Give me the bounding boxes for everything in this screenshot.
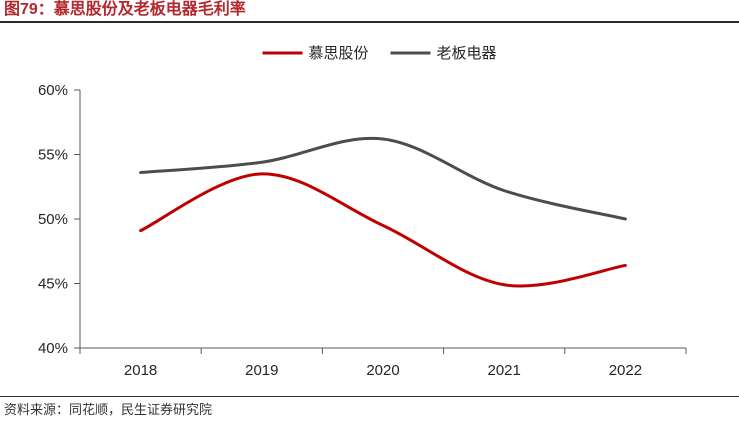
x-tick-label: 2019 — [245, 362, 278, 379]
chart-series — [139, 136, 627, 288]
series-line-0 — [139, 172, 627, 288]
figure-title: 图79：慕思股份及老板电器毛利率 — [4, 1, 246, 18]
chart-axes: 40% 45% 50% 55% 60% 2018 2019 2020 2021 2022 — [38, 82, 687, 379]
x-tick-label: 2020 — [366, 362, 399, 379]
y-tick-label: 50% — [38, 211, 68, 228]
y-tick-label: 55% — [38, 147, 68, 164]
y-tick-label: 40% — [38, 340, 68, 357]
x-tick-label: 2022 — [609, 362, 642, 379]
y-tick-label: 45% — [38, 276, 68, 293]
chart-legend: 慕思股份 老板电器 — [262, 44, 497, 62]
legend-label: 老板电器 — [437, 44, 497, 62]
line-chart: 慕思股份 老板电器 40% 45% 50% 55% 60% 2018 2019 2020 2021… — [38, 44, 687, 379]
series-line-1 — [139, 136, 627, 221]
y-tick-label: 60% — [38, 82, 68, 99]
x-tick-label: 2018 — [124, 362, 157, 379]
title-divider — [0, 21, 739, 23]
source-divider — [0, 396, 739, 397]
legend-label: 慕思股份 — [309, 44, 369, 62]
x-tick-label: 2021 — [488, 362, 521, 379]
figure-source: 资料来源：同花顺，民生证券研究院 — [4, 402, 213, 417]
